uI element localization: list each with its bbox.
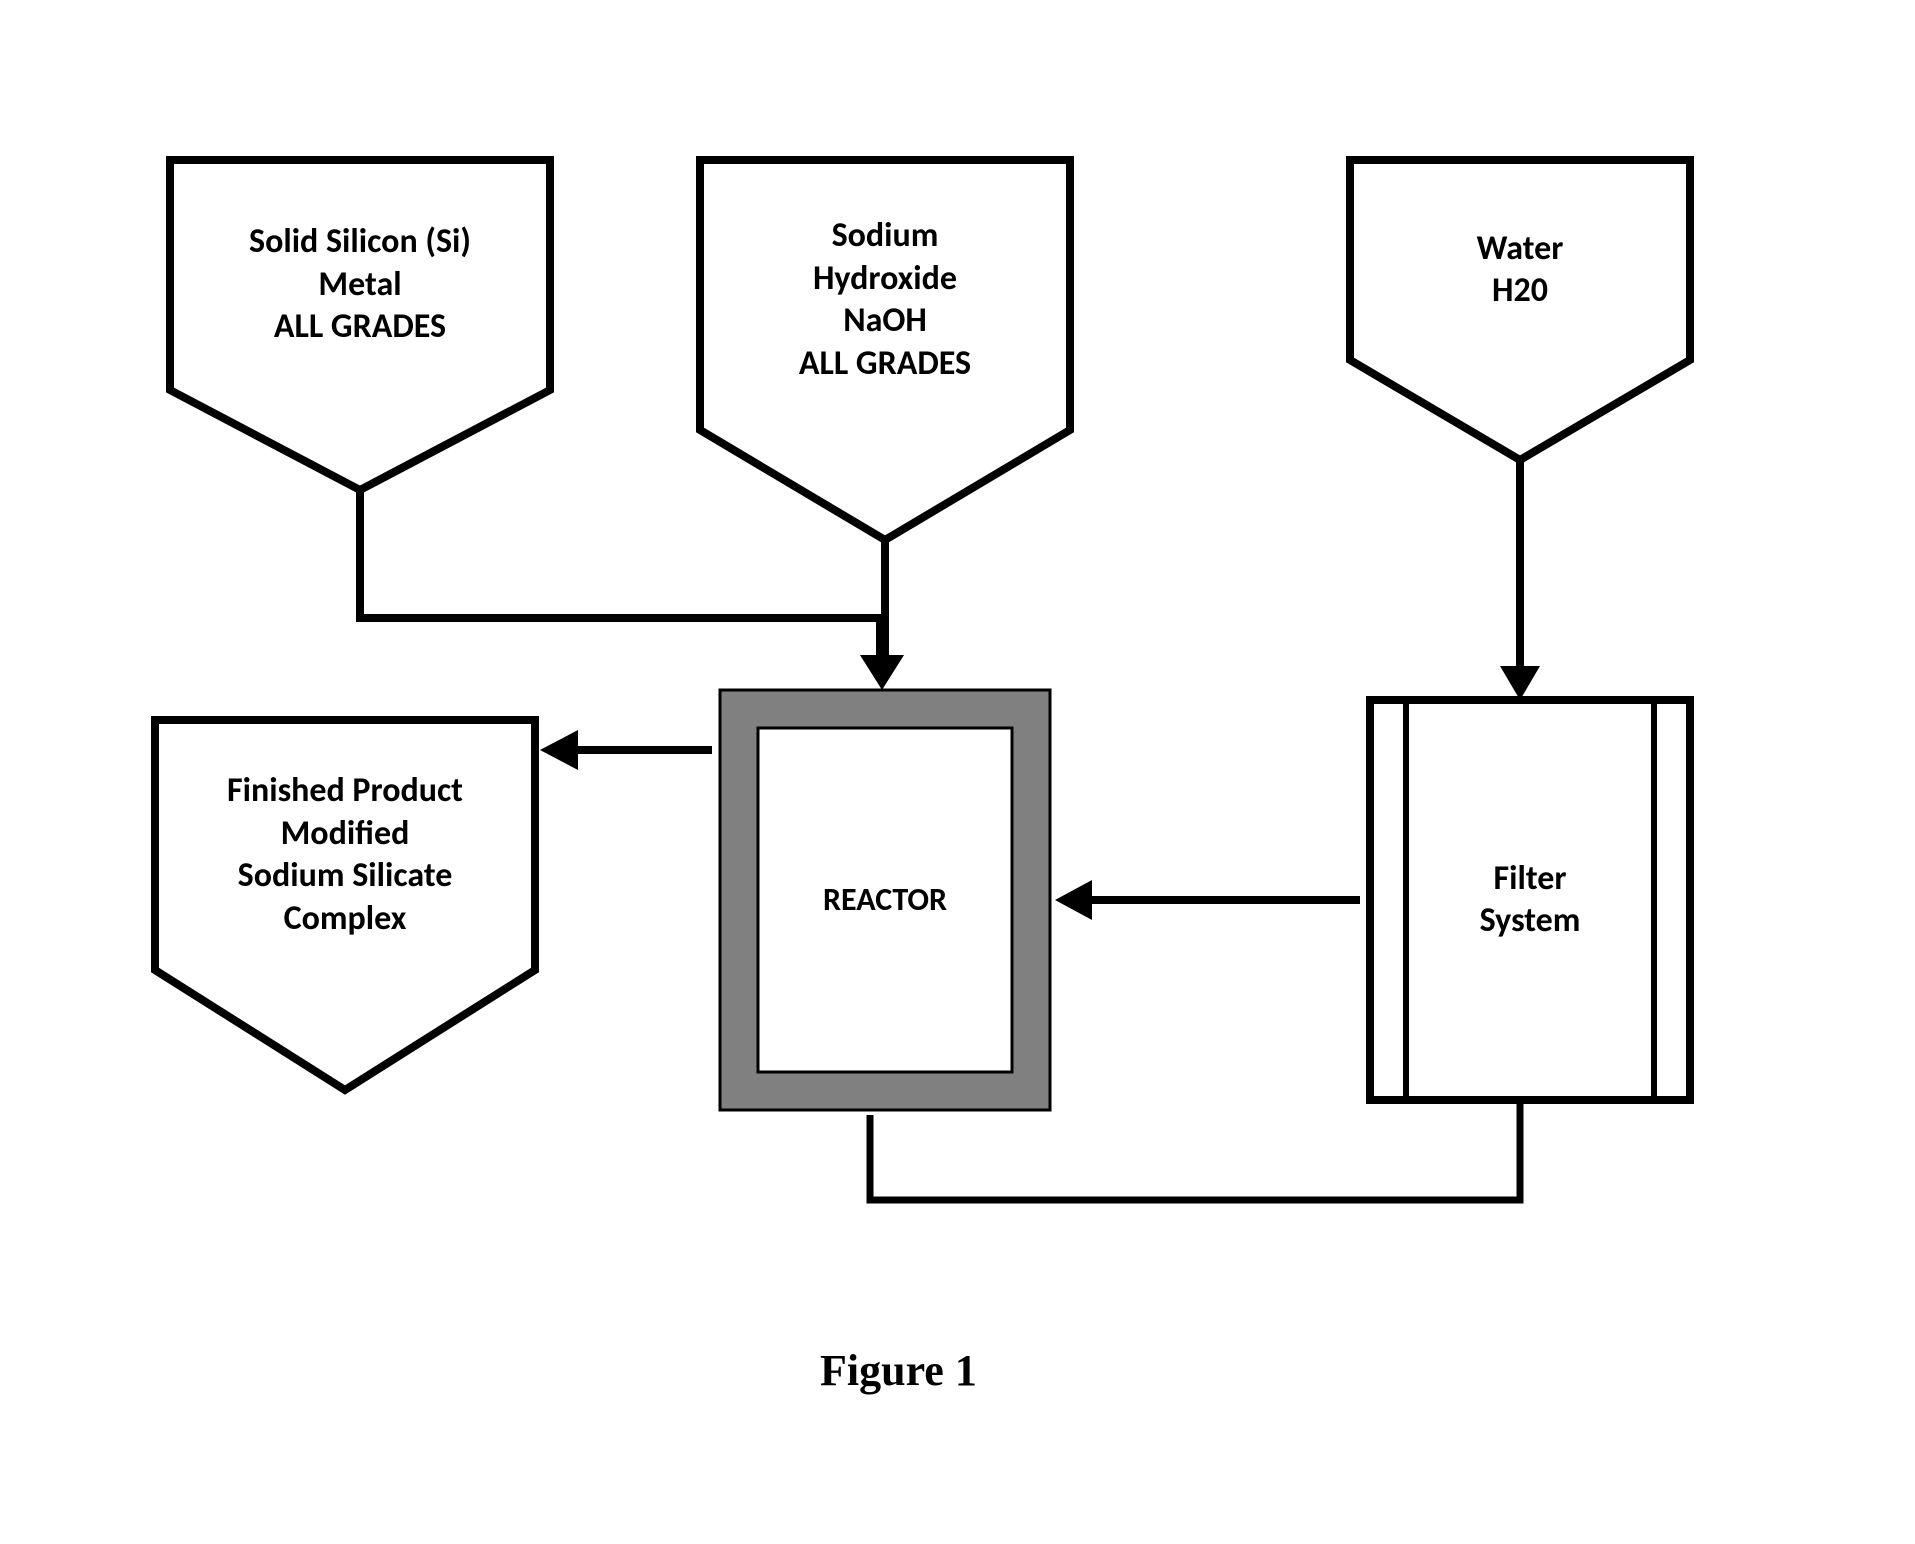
label-output-l3: Sodium Silicate — [238, 855, 453, 898]
label-silicon: Solid Silicon (Si) Metal ALL GRADES — [170, 195, 550, 375]
label-naoh-l3: NaOH — [843, 300, 927, 343]
label-filter: Filter System — [1406, 850, 1654, 950]
label-output-l1: Finished Product — [227, 770, 463, 813]
arrow-into-output — [540, 730, 578, 770]
arrow-into-filter — [1500, 666, 1540, 700]
arrow-into-reactor-right — [1055, 880, 1092, 920]
label-reactor-l1: REACTOR — [823, 880, 947, 920]
label-filter-l1: Filter — [1494, 858, 1567, 901]
label-naoh-l4: ALL GRADES — [799, 343, 971, 386]
label-silicon-l3: ALL GRADES — [274, 306, 446, 349]
label-water-l1: Water — [1477, 228, 1564, 271]
label-naoh: Sodium Hydroxide NaOH ALL GRADES — [700, 185, 1070, 415]
label-water: Water H20 — [1350, 210, 1690, 330]
arrow-into-reactor-top — [860, 655, 904, 690]
label-naoh-l2: Hydroxide — [813, 258, 957, 301]
label-output-l4: Complex — [284, 898, 407, 941]
label-naoh-l1: Sodium — [832, 215, 939, 258]
edge-silicon-to-reactor — [360, 490, 880, 678]
label-silicon-l1: Solid Silicon (Si) — [249, 221, 471, 264]
label-water-l2: H20 — [1492, 270, 1548, 313]
label-reactor: REACTOR — [758, 870, 1012, 930]
edge-filter-bottom-elbow — [870, 1100, 1520, 1200]
figure-caption: Figure 1 — [820, 1345, 977, 1396]
diagram-canvas: Solid Silicon (Si) Metal ALL GRADES Sodi… — [0, 0, 1915, 1544]
label-output-l2: Modified — [281, 813, 410, 856]
label-output: Finished Product Modified Sodium Silicat… — [155, 745, 535, 965]
label-silicon-l2: Metal — [318, 264, 401, 307]
label-filter-l2: System — [1480, 900, 1581, 943]
